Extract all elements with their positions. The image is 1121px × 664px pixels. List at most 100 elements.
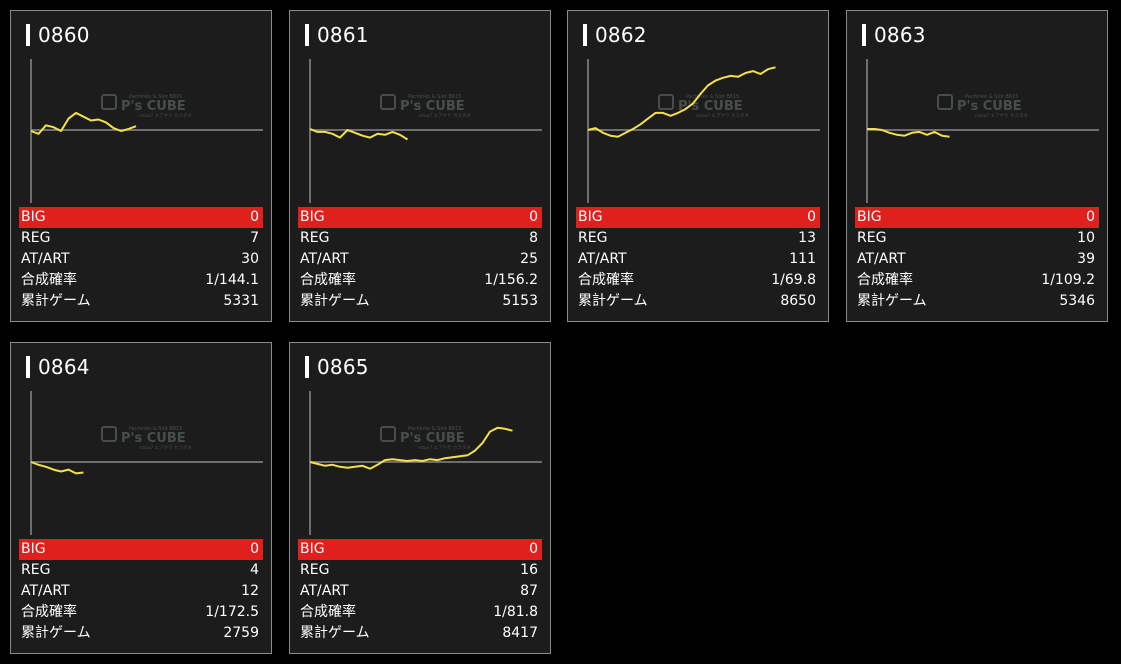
prob-value: 1/156.2 [484, 272, 538, 288]
prob-value: 1/144.1 [205, 272, 259, 288]
stats-table: BIG 0 REG 8 AT/ART 25 合成確率 1/156.2 累計ゲーム 5153 [298, 207, 542, 312]
stat-row-reg: REG 4 [19, 560, 263, 581]
slump-line [309, 426, 513, 470]
stat-row-at: AT/ART 39 [855, 249, 1099, 270]
machine-number: 0860 [38, 23, 90, 47]
stat-row-reg: REG 13 [576, 228, 820, 249]
watermark-bottom-text: ndua7 エアやり カスタネ [139, 112, 193, 119]
slump-line [30, 461, 84, 475]
at-label: AT/ART [21, 251, 70, 267]
reg-label: REG [300, 230, 330, 246]
stat-row-big: BIG 0 [855, 207, 1099, 228]
at-label: AT/ART [300, 251, 349, 267]
reg-label: REG [578, 230, 608, 246]
machine-number: 0862 [595, 23, 647, 47]
stat-row-at: AT/ART 111 [576, 249, 820, 270]
card-header: 0860 [26, 23, 90, 47]
stats-table: BIG 0 REG 4 AT/ART 12 合成確率 1/172.5 累計ゲーム 2759 [19, 539, 263, 644]
stat-row-big: BIG 0 [19, 207, 263, 228]
reg-count: 16 [520, 562, 538, 578]
machine-card[interactable]: 0864 Pachinko & Slot B815 P's CUBE ndua7 エ… [10, 342, 272, 654]
prob-label: 合成確率 [300, 272, 356, 288]
reg-count: 8 [529, 230, 538, 246]
stat-row-games: 累計ゲーム 5153 [298, 291, 542, 312]
slump-line [309, 128, 409, 141]
at-count: 25 [520, 251, 538, 267]
games-label: 累計ゲーム [578, 293, 648, 309]
card-header: 0864 [26, 355, 90, 379]
stat-row-at: AT/ART 87 [298, 581, 542, 602]
machine-card[interactable]: 0861 Pachinko & Slot B815 P's CUBE ndua7 エ… [289, 10, 551, 322]
games-total: 5346 [1059, 293, 1095, 309]
games-label: 累計ゲーム [21, 625, 91, 641]
reg-label: REG [300, 562, 330, 578]
title-accent-bar [862, 24, 866, 46]
at-label: AT/ART [857, 251, 906, 267]
watermark-brand-text: P's CUBE [400, 431, 465, 446]
stat-row-at: AT/ART 12 [19, 581, 263, 602]
prob-label: 合成確率 [21, 604, 77, 620]
stat-row-big: BIG 0 [298, 207, 542, 228]
prob-value: 1/69.8 [771, 272, 816, 288]
slump-line [867, 128, 950, 138]
stat-row-games: 累計ゲーム 8650 [576, 291, 820, 312]
at-count: 87 [520, 583, 538, 599]
title-accent-bar [583, 24, 587, 46]
big-count: 0 [529, 209, 538, 225]
watermark-cube-icon [101, 426, 117, 442]
reg-label: REG [21, 230, 51, 246]
big-count: 0 [250, 209, 259, 225]
stat-row-big: BIG 0 [298, 539, 542, 560]
games-label: 累計ゲーム [857, 293, 927, 309]
watermark-bottom-text: ndua7 エアやり カスタネ [975, 112, 1029, 119]
prob-label: 合成確率 [578, 272, 634, 288]
reg-label: REG [21, 562, 51, 578]
big-label: BIG [21, 541, 46, 557]
watermark-brand-text: P's CUBE [400, 99, 465, 114]
big-label: BIG [300, 209, 325, 225]
big-count: 0 [529, 541, 538, 557]
machine-card[interactable]: 0860 Pachinko & Slot B815 P's CUBE ndua7 エ… [10, 10, 272, 322]
machine-card[interactable]: 0862 Pachinko & Slot B815 P's CUBE ndua7 エ… [567, 10, 829, 322]
prob-value: 1/172.5 [205, 604, 259, 620]
games-total: 5331 [223, 293, 259, 309]
stat-row-games: 累計ゲーム 8417 [298, 623, 542, 644]
big-label: BIG [300, 541, 325, 557]
reg-label: REG [857, 230, 887, 246]
machine-number: 0865 [317, 355, 369, 379]
stat-row-at: AT/ART 25 [298, 249, 542, 270]
watermark-top-text: Pachinko & Slot B815 [129, 94, 182, 100]
title-accent-bar [305, 24, 309, 46]
watermark-cube-icon [937, 94, 953, 110]
stats-table: BIG 0 REG 7 AT/ART 30 合成確率 1/144.1 累計ゲーム 5331 [19, 207, 263, 312]
watermark-top-text: Pachinko & Slot B815 [965, 94, 1018, 100]
watermark-bottom-text: ndua7 エアやり カスタネ [139, 444, 193, 451]
watermark-cube-icon [658, 94, 674, 110]
big-count: 0 [1086, 209, 1095, 225]
watermark-cube-icon [380, 94, 396, 110]
prob-label: 合成確率 [21, 272, 77, 288]
title-accent-bar [305, 356, 309, 378]
machine-number: 0864 [38, 355, 90, 379]
prob-value: 1/109.2 [1041, 272, 1095, 288]
at-count: 12 [241, 583, 259, 599]
big-count: 0 [807, 209, 816, 225]
title-accent-bar [26, 356, 30, 378]
stat-row-prob: 合成確率 1/156.2 [298, 270, 542, 291]
big-label: BIG [21, 209, 46, 225]
machine-card[interactable]: 0863 Pachinko & Slot B815 P's CUBE ndua7 エ… [846, 10, 1108, 322]
machine-card[interactable]: 0865 Pachinko & Slot B815 P's CUBE ndua7 エ… [289, 342, 551, 654]
stat-row-games: 累計ゲーム 2759 [19, 623, 263, 644]
watermark-bottom-text: ndua7 エアやり カスタネ [696, 112, 750, 119]
stat-row-prob: 合成確率 1/109.2 [855, 270, 1099, 291]
watermark-brand-text: P's CUBE [121, 431, 186, 446]
big-label: BIG [857, 209, 882, 225]
